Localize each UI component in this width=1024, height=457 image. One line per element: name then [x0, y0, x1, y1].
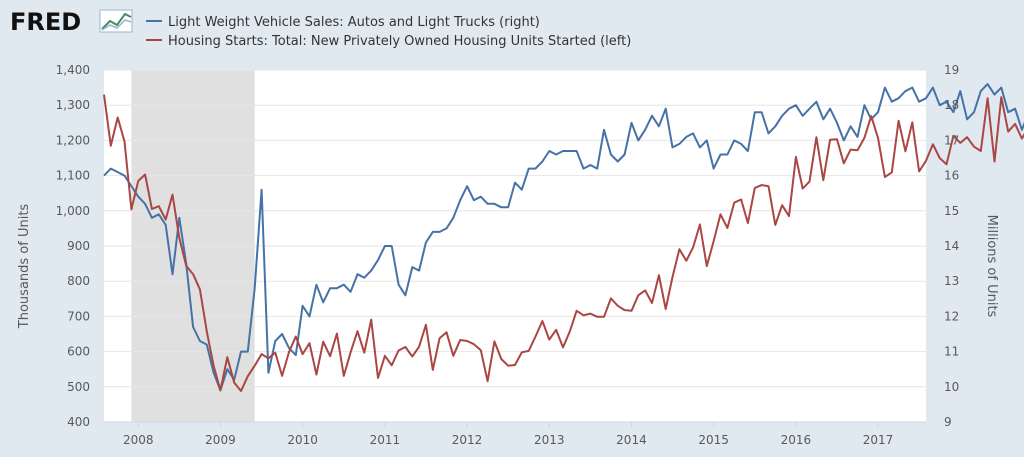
y-right-tick-label: 10	[944, 380, 959, 394]
x-tick-label: 2016	[781, 433, 812, 447]
y-right-tick-label: 16	[944, 169, 959, 183]
series-lines	[103, 83, 1024, 392]
y-left-tick-label: 800	[67, 274, 90, 288]
x-tick-label: 2008	[123, 433, 154, 447]
y-left-tick-label: 500	[67, 380, 90, 394]
x-tick-label: 2010	[287, 433, 318, 447]
y-left-tick-label: 700	[67, 309, 90, 323]
y-axis-left-title: Thousands of Units	[17, 204, 32, 330]
x-tick-label: 2015	[698, 433, 729, 447]
y-right-tick-label: 11	[944, 345, 959, 359]
y-left-tick-label: 1,300	[56, 98, 90, 112]
y-left-tick-label: 1,200	[56, 133, 90, 147]
y-axis-right-title: Millions of Units	[984, 215, 999, 318]
x-tick-label: 2012	[452, 433, 483, 447]
x-tick-label: 2017	[863, 433, 894, 447]
axes: 400 500 600 700 800 900 1,000 1,100 1,200 1,300 1,…	[56, 63, 960, 447]
series-line-sales	[103, 83, 1024, 392]
y-left-tick-label: 900	[67, 239, 90, 253]
x-tick-label: 2014	[616, 433, 647, 447]
y-right-tick-label: 17	[944, 133, 959, 147]
x-tick-label: 2009	[205, 433, 236, 447]
legend-label-housing: Housing Starts: Total: New Privately Own…	[168, 34, 631, 49]
y-right-tick-label: 13	[944, 274, 959, 288]
legend: Light Weight Vehicle Sales: Autos and Li…	[146, 15, 631, 49]
y-right-tick-label: 12	[944, 309, 959, 323]
fred-logo[interactable]: FRED	[10, 8, 133, 36]
y-right-tick-label: 15	[944, 204, 959, 218]
y-left-tick-label: 1,400	[56, 63, 90, 77]
fred-logo-text: FRED	[10, 8, 81, 36]
y-right-tick-label: 14	[944, 239, 959, 253]
y-left-tick-label: 600	[67, 345, 90, 359]
legend-label-sales: Light Weight Vehicle Sales: Autos and Li…	[168, 15, 540, 30]
y-left-tick-label: 400	[67, 415, 90, 429]
x-tick-label: 2013	[534, 433, 565, 447]
series-line-housing	[103, 94, 1024, 392]
fred-graph-icon	[99, 9, 133, 33]
x-tick-label: 2011	[370, 433, 401, 447]
y-right-tick-label: 18	[944, 98, 959, 112]
y-right-tick-label: 19	[944, 63, 959, 77]
y-right-tick-label: 9	[944, 415, 952, 429]
y-left-tick-label: 1,000	[56, 204, 90, 218]
y-left-tick-label: 1,100	[56, 169, 90, 183]
